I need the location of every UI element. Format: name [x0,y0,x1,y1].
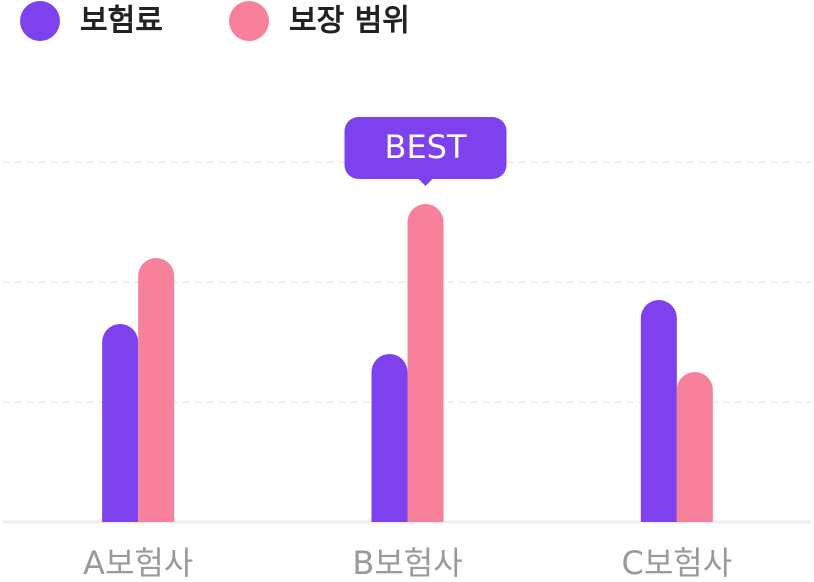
bar [371,354,408,522]
bar [102,324,139,522]
bar [676,372,713,522]
annotation-text: BEST [384,128,466,166]
x-tick-label: B보험사 [352,544,462,582]
x-tick-label: C보험사 [621,544,732,582]
legend-label: 보험료 [80,4,163,39]
annotation-box [344,117,507,179]
bar [407,204,444,522]
annotation-pointer [417,178,434,186]
legend-swatch [20,1,60,41]
legend-label: 보장 범위 [289,4,410,39]
x-tick-label: A보험사 [83,544,193,582]
bar [640,300,677,522]
legend-swatch [229,1,269,41]
bar [138,258,175,522]
